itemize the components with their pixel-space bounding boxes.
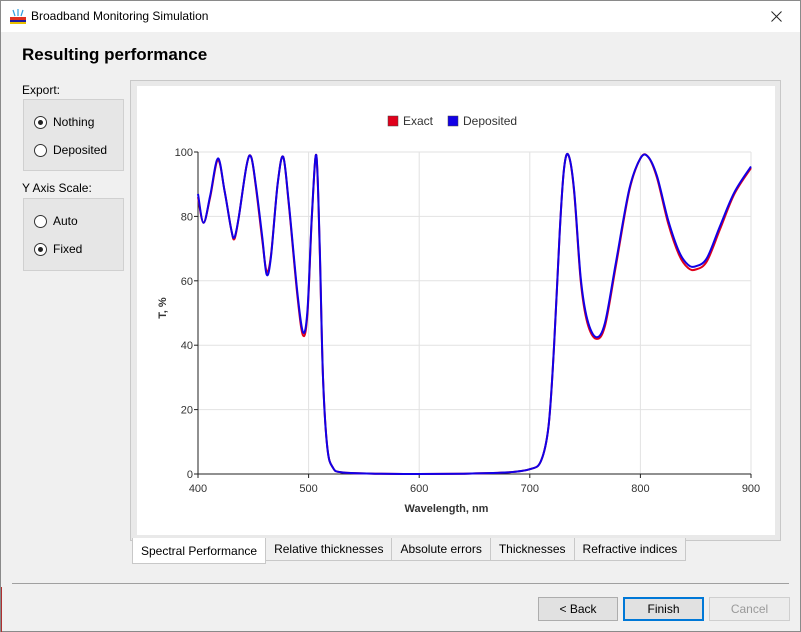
legend-swatch-exact xyxy=(387,115,399,127)
tab-thicknesses[interactable]: Thicknesses xyxy=(489,538,575,561)
export-deposited-radio[interactable]: Deposited xyxy=(34,143,107,157)
y-tick-label: 0 xyxy=(187,469,193,481)
export-nothing-label: Nothing xyxy=(53,115,95,129)
x-tick-label: 500 xyxy=(299,483,317,495)
export-label: Export: xyxy=(22,83,61,97)
y-tick-label: 60 xyxy=(181,276,193,288)
y-axis-scale-label: Y Axis Scale: xyxy=(22,181,92,195)
x-axis-title: Wavelength, nm xyxy=(405,503,489,515)
series-line-exact xyxy=(197,152,752,475)
chart-panel: 400 500 600 700 800 900 0 20 40 60 80 100 Wavelength… xyxy=(130,80,781,541)
radio-unselected-icon xyxy=(34,143,47,157)
yscale-fixed-radio[interactable]: Fixed xyxy=(34,242,82,256)
tab-absolute-errors[interactable]: Absolute errors xyxy=(391,538,491,561)
chart-area: 400 500 600 700 800 900 0 20 40 60 80 100 Wavelength… xyxy=(137,86,775,535)
page-title: Resulting performance xyxy=(22,45,208,64)
spectral-chart: 400 500 600 700 800 900 0 20 40 60 80 100 Wavelength… xyxy=(157,114,760,515)
y-axis-scale-group: Auto Fixed xyxy=(23,198,124,271)
legend-swatch-deposited xyxy=(447,115,459,127)
back-button[interactable]: < Back xyxy=(538,597,618,621)
tab-bar: Spectral Performance Relative thicknesse… xyxy=(132,538,687,564)
footer-separator xyxy=(12,583,789,584)
y-tick-label: 40 xyxy=(181,340,193,352)
yscale-fixed-label: Fixed xyxy=(53,242,83,256)
yscale-auto-radio[interactable]: Auto xyxy=(34,214,78,228)
cancel-button[interactable]: Cancel xyxy=(709,597,790,621)
tab-spectral-performance[interactable]: Spectral Performance xyxy=(132,538,267,564)
export-group: Nothing Deposited xyxy=(23,99,124,171)
yscale-auto-label: Auto xyxy=(53,214,78,228)
x-tick-label: 600 xyxy=(410,483,428,495)
legend-label-deposited: Deposited xyxy=(463,114,517,128)
tab-relative-thicknesses[interactable]: Relative thicknesses xyxy=(265,538,393,561)
x-tick-label: 900 xyxy=(742,483,760,495)
title-bar: Broadband Monitoring Simulation xyxy=(1,1,800,32)
window-title: Broadband Monitoring Simulation xyxy=(31,9,209,23)
export-nothing-radio[interactable]: Nothing xyxy=(34,115,94,129)
y-tick-label: 100 xyxy=(175,147,193,159)
tab-refractive-indices[interactable]: Refractive indices xyxy=(573,538,687,561)
radio-unselected-icon xyxy=(34,214,47,228)
series-line-deposited xyxy=(197,152,752,475)
close-icon xyxy=(770,11,782,22)
window-edge-accent xyxy=(1,587,2,632)
app-icon xyxy=(10,9,26,24)
export-deposited-label: Deposited xyxy=(53,143,108,157)
close-button[interactable] xyxy=(753,1,799,32)
y-axis-title: T, % xyxy=(157,297,169,319)
x-tick-label: 700 xyxy=(521,483,539,495)
x-tick-label: 400 xyxy=(189,483,207,495)
radio-selected-icon xyxy=(34,242,47,256)
legend-label-exact: Exact xyxy=(403,114,434,128)
radio-selected-icon xyxy=(34,115,47,129)
finish-button[interactable]: Finish xyxy=(623,597,704,621)
x-tick-label: 800 xyxy=(631,483,649,495)
y-tick-label: 20 xyxy=(181,405,193,417)
y-tick-label: 80 xyxy=(181,211,193,223)
